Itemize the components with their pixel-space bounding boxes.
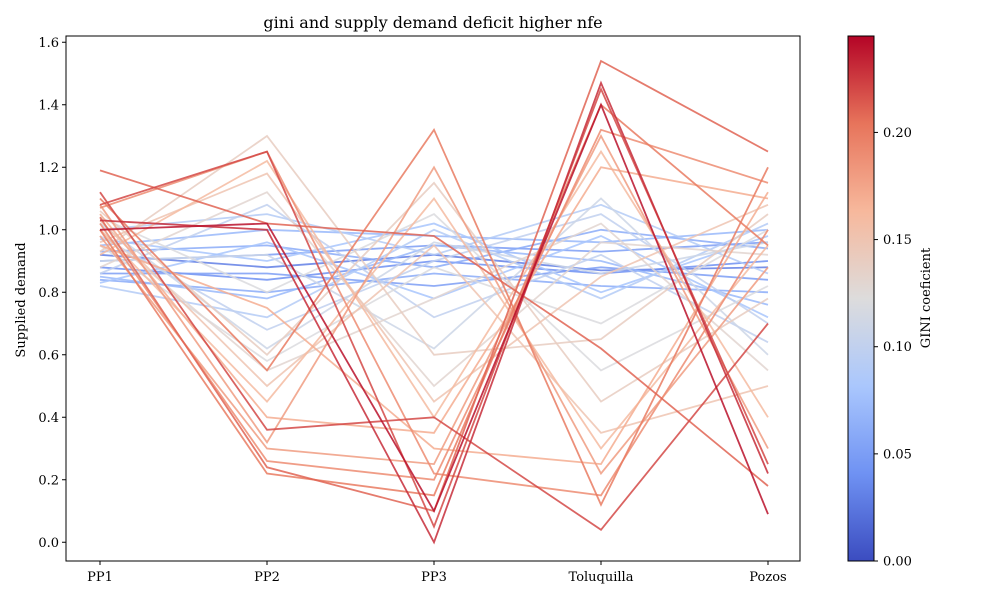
series-line-15 <box>99 197 769 356</box>
series-line-5 <box>99 272 769 294</box>
y-tick-label: 0.2 <box>38 473 59 488</box>
y-axis: 0.0 0.2 0.4 0.6 0.8 1.0 1.2 1.4 1.6 <box>38 36 66 551</box>
colorbar-tick-label: 0.10 <box>883 340 912 355</box>
series-line-10 <box>99 203 769 275</box>
series-line-28 <box>99 165 769 476</box>
colorbar <box>847 35 875 562</box>
series-line-20 <box>99 134 769 356</box>
series-line-30 <box>99 128 769 481</box>
y-tick-label: 0.4 <box>38 411 59 426</box>
colorbar-tick-label: 0.05 <box>883 447 912 462</box>
x-tick-label: Pozos <box>749 570 786 585</box>
colorbar-tick-label: 0.00 <box>883 555 912 570</box>
series-line-36 <box>99 86 769 529</box>
series-line-27 <box>99 191 769 466</box>
y-tick-label: 1.0 <box>38 223 59 238</box>
series-line-22 <box>99 172 769 403</box>
series-line-31 <box>99 150 769 497</box>
colorbar-tick-label: 0.20 <box>883 126 912 141</box>
series-line-23 <box>99 219 769 434</box>
series-line-17 <box>99 213 769 372</box>
series-line-39 <box>99 102 769 515</box>
y-tick-label: 0.0 <box>38 536 59 551</box>
series-line-16 <box>99 229 769 363</box>
series-line-34 <box>99 169 769 487</box>
series-line-38 <box>99 80 769 545</box>
series-line-13 <box>99 203 769 344</box>
colorbar-axis: 0.00 0.05 0.10 0.15 0.20 <box>874 126 912 570</box>
x-tick-label: PP3 <box>421 570 447 585</box>
x-tick-label: PP2 <box>254 570 280 585</box>
chart-title: gini and supply demand deficit higher nf… <box>263 13 602 32</box>
series-line-37 <box>99 191 769 532</box>
colorbar-label: GINI coeficient <box>919 247 934 348</box>
series-line-19 <box>99 222 769 372</box>
series-line-24 <box>99 196 769 451</box>
series-lines <box>99 59 769 545</box>
y-tick-label: 0.8 <box>38 286 59 301</box>
y-tick-label: 0.6 <box>38 348 59 363</box>
series-line-33 <box>99 127 769 507</box>
x-axis: PP1 PP2 PP3 Toluquilla Pozos <box>87 561 787 585</box>
x-tick-label: Toluquilla <box>569 570 634 585</box>
colorbar-tick-label: 0.15 <box>883 233 912 248</box>
y-tick-label: 1.4 <box>38 98 59 113</box>
series-line-21 <box>99 181 769 403</box>
y-axis-label: Supplied demand <box>14 242 29 357</box>
series-line-18 <box>99 191 769 388</box>
series-line-32 <box>99 103 769 497</box>
x-tick-label: PP1 <box>87 570 113 585</box>
y-tick-label: 1.6 <box>38 36 59 51</box>
plot-frame <box>65 35 801 562</box>
series-line-26 <box>99 166 769 434</box>
y-tick-label: 1.2 <box>38 161 59 176</box>
